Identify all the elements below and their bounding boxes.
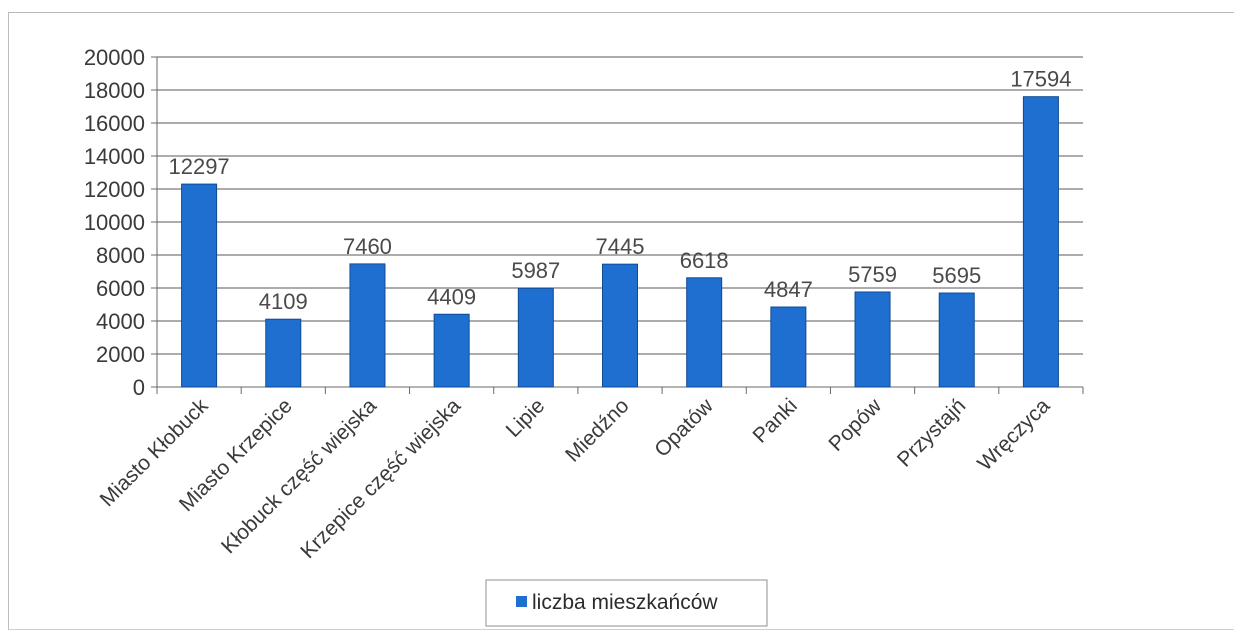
bar xyxy=(854,291,891,388)
bar xyxy=(938,292,975,388)
x-tick-label: Przystajń xyxy=(893,394,970,471)
bar xyxy=(517,287,554,388)
data-label: 4409 xyxy=(427,284,476,309)
x-tick-label: Popów xyxy=(824,394,886,456)
data-label: 4847 xyxy=(764,277,813,302)
x-tick-label: Lipie xyxy=(502,394,550,442)
y-tick-label: 16000 xyxy=(84,111,145,136)
bar xyxy=(602,263,638,388)
data-label: 5987 xyxy=(511,258,560,283)
data-label: 5759 xyxy=(848,262,897,287)
bar xyxy=(1022,96,1059,388)
y-tick-label: 12000 xyxy=(84,177,145,202)
y-tick-label: 2000 xyxy=(96,342,145,367)
y-tick-label: 14000 xyxy=(84,144,145,169)
bars xyxy=(181,96,1059,388)
x-tick-label: Opatów xyxy=(650,394,718,462)
data-label: 7460 xyxy=(343,234,392,259)
data-label: 6618 xyxy=(680,248,729,273)
bar xyxy=(181,183,218,388)
bar xyxy=(686,277,723,388)
x-tick-label: Krzepice część wiejska xyxy=(296,394,465,563)
y-tick-labels: 0 2000 4000 6000 8000 10000 12000 14000 16000 180… xyxy=(84,45,145,400)
y-tick-label: 4000 xyxy=(96,309,145,334)
y-tick-label: 18000 xyxy=(84,78,145,103)
x-tick-label: Panki xyxy=(748,394,801,447)
x-tick-label: Wręczyca xyxy=(973,394,1054,475)
y-tick-label: 6000 xyxy=(96,276,145,301)
data-label: 17594 xyxy=(1010,67,1071,92)
bar xyxy=(770,306,807,388)
data-label: 4109 xyxy=(259,289,308,314)
bar xyxy=(433,313,470,388)
y-tick-label: 0 xyxy=(133,375,145,400)
y-tick-label: 20000 xyxy=(84,45,145,70)
bar xyxy=(265,318,302,388)
y-tick-label: 10000 xyxy=(84,210,145,235)
legend-box xyxy=(485,579,768,627)
data-label: 5695 xyxy=(932,263,981,288)
bar xyxy=(349,263,386,388)
legend: liczba mieszkańców xyxy=(485,579,768,627)
data-labels: 12297 4109 7460 4409 5987 7445 6618 4847 5759 569… xyxy=(168,67,1071,315)
y-tick-label: 8000 xyxy=(96,243,145,268)
data-label: 12297 xyxy=(168,154,229,179)
legend-label: liczba mieszkańców xyxy=(532,591,718,614)
x-tick-label: Kłobuck część wiejska xyxy=(217,394,381,558)
data-label: 7445 xyxy=(596,234,645,259)
x-tick-label: Miedźno xyxy=(561,394,633,466)
legend-swatch xyxy=(516,596,527,607)
